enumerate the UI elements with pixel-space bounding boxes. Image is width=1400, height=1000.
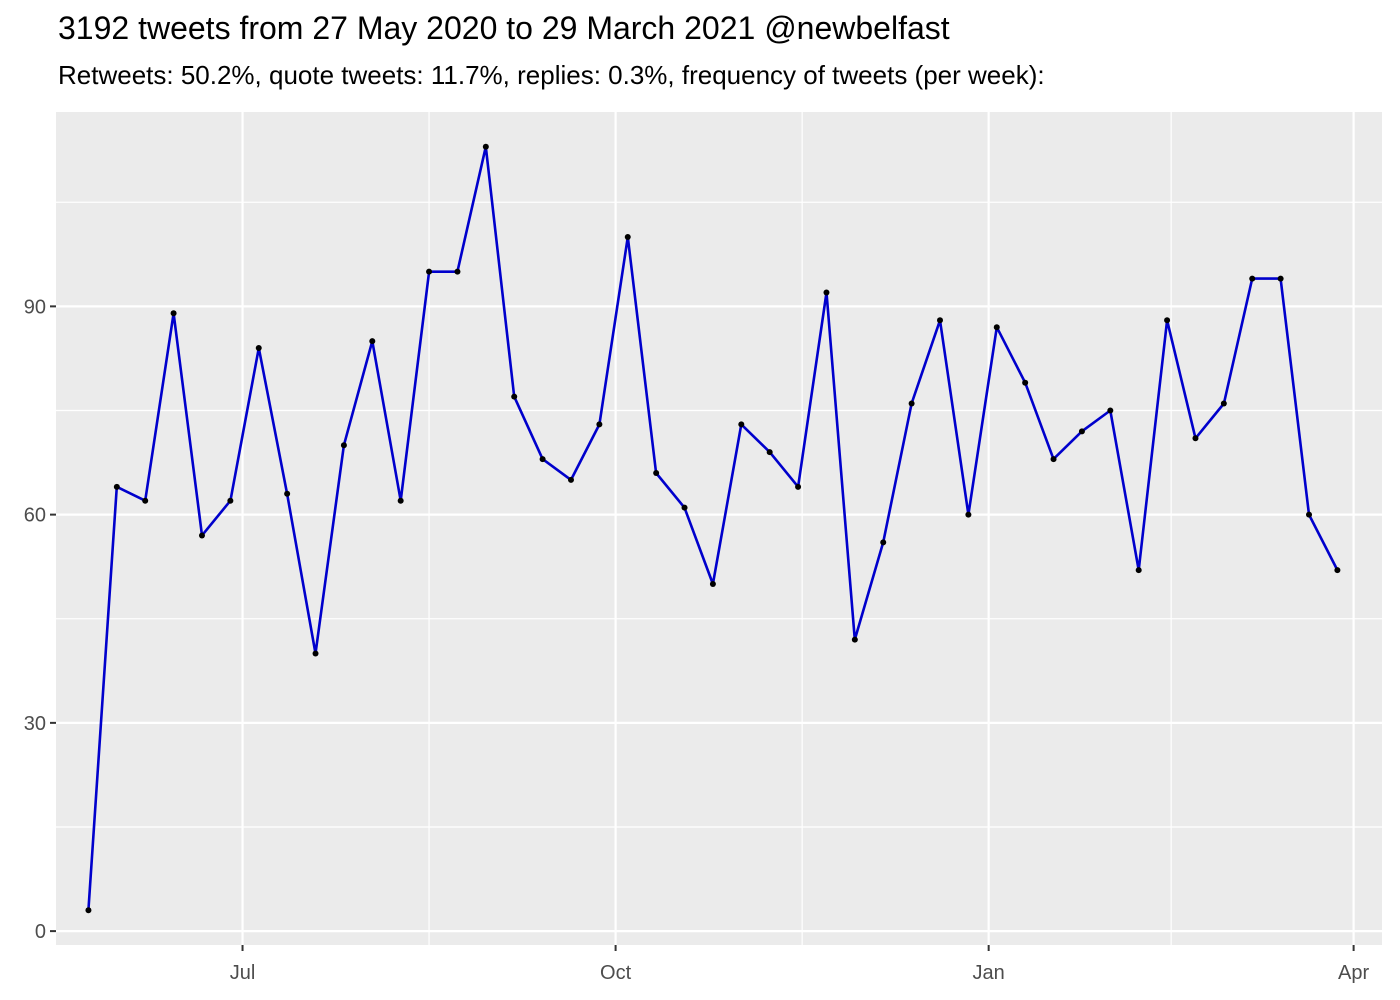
- data-point: [1334, 567, 1341, 574]
- series-points-group: [85, 143, 1341, 914]
- y-tick-label: 30: [24, 713, 46, 735]
- chart-subtitle: Retweets: 50.2%, quote tweets: 11.7%, re…: [58, 60, 1045, 90]
- data-point: [738, 421, 745, 428]
- data-point: [340, 442, 347, 449]
- data-point: [284, 490, 291, 497]
- y-tick-label: 0: [35, 921, 46, 943]
- data-point: [1135, 567, 1142, 574]
- data-point: [1050, 456, 1057, 463]
- data-point: [1022, 379, 1029, 386]
- data-point: [454, 268, 461, 275]
- data-point: [227, 497, 234, 504]
- data-point: [908, 400, 915, 407]
- data-point: [880, 539, 887, 546]
- chart-title: 3192 tweets from 27 May 2020 to 29 March…: [58, 10, 950, 46]
- data-point: [539, 456, 546, 463]
- data-point: [681, 504, 688, 511]
- data-point: [170, 310, 177, 317]
- data-point: [567, 476, 574, 483]
- data-point: [1277, 275, 1284, 282]
- data-point: [766, 449, 773, 456]
- x-axis: Jul Oct Jan Apr: [230, 945, 1370, 984]
- data-point: [142, 497, 149, 504]
- x-tick-label: Oct: [600, 962, 632, 984]
- plot-panel: [56, 112, 1382, 945]
- data-point: [1164, 317, 1171, 324]
- data-point: [965, 511, 972, 518]
- y-axis: 0 30 60 90: [24, 296, 56, 943]
- data-point: [1078, 428, 1085, 435]
- data-point: [397, 497, 404, 504]
- data-point: [1192, 435, 1199, 442]
- data-point: [653, 469, 660, 476]
- data-point: [1107, 407, 1114, 414]
- data-point: [369, 338, 376, 345]
- data-point: [993, 324, 1000, 331]
- x-tick-label: Apr: [1338, 962, 1369, 984]
- data-point: [937, 317, 943, 324]
- x-tick-label: Jan: [973, 962, 1005, 984]
- x-tick-label: Jul: [230, 962, 256, 984]
- y-tick-label: 60: [24, 505, 46, 527]
- grid-major: [56, 112, 1382, 945]
- data-point: [823, 289, 830, 296]
- data-point: [709, 581, 716, 588]
- y-tick-label: 90: [24, 296, 46, 318]
- data-point: [1306, 511, 1313, 518]
- data-point: [426, 268, 433, 275]
- data-point: [198, 532, 205, 539]
- data-point: [624, 233, 631, 240]
- data-point: [113, 483, 120, 490]
- data-point: [511, 393, 518, 400]
- data-point: [795, 483, 802, 490]
- data-point: [596, 421, 603, 428]
- grid-minor: [56, 112, 1382, 945]
- data-point: [1220, 400, 1227, 407]
- data-point: [85, 907, 92, 914]
- data-point: [312, 650, 319, 657]
- data-point: [255, 345, 262, 352]
- data-point: [482, 143, 489, 150]
- data-point: [851, 636, 858, 643]
- data-point: [1249, 275, 1256, 282]
